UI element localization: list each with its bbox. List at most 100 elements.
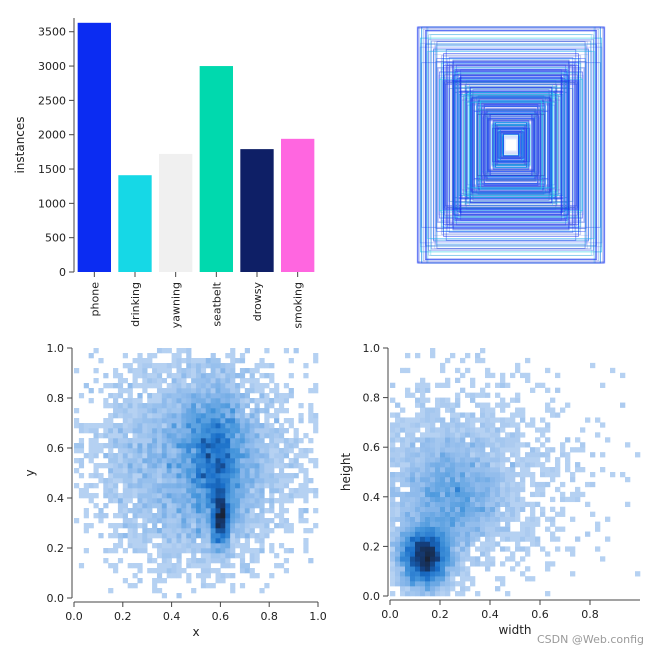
histogram-cell — [210, 403, 216, 409]
histogram-cell — [410, 452, 416, 458]
histogram-cell — [450, 531, 456, 537]
histogram-cell — [191, 458, 197, 464]
histogram-cell — [74, 458, 80, 464]
histogram-cell — [186, 523, 192, 529]
histogram-cell — [490, 491, 496, 498]
histogram-cell — [535, 541, 541, 547]
histogram-cell — [269, 433, 275, 439]
histogram-cell — [205, 428, 211, 434]
histogram-cell — [254, 558, 260, 564]
histogram-cell — [181, 393, 187, 399]
histogram-cell — [230, 438, 236, 444]
histogram-cell — [500, 516, 506, 522]
histogram-cell — [220, 408, 226, 414]
histogram-cell — [450, 536, 456, 542]
histogram-cell — [196, 408, 202, 414]
histogram-cell — [127, 583, 133, 589]
histogram-cell — [166, 418, 172, 424]
histogram-cell — [200, 583, 207, 589]
histogram-cell — [283, 428, 290, 434]
histogram-cell — [545, 427, 551, 433]
bbox-outline — [480, 100, 542, 190]
histogram-cell — [440, 402, 446, 408]
histogram-cell — [142, 493, 148, 499]
histogram-cell — [191, 373, 197, 379]
histogram-cell — [490, 501, 496, 508]
histogram-cell — [166, 478, 172, 484]
histogram-cell — [244, 533, 250, 539]
histogram-cell — [147, 353, 153, 359]
histogram-cell — [510, 531, 516, 537]
histogram-cell — [171, 513, 177, 519]
histogram-cell — [480, 427, 486, 433]
bbox-outline — [440, 62, 582, 228]
histogram-cell — [132, 428, 138, 434]
histogram-cell — [390, 551, 396, 557]
histogram-cell — [425, 387, 431, 393]
histogram-cell — [78, 493, 85, 499]
histogram-cell — [395, 566, 401, 572]
y-axis-label: height — [339, 453, 353, 492]
histogram-cell — [510, 486, 516, 493]
bbox-outline — [433, 48, 589, 242]
histogram-cell — [108, 488, 114, 494]
histogram-cell — [210, 528, 216, 534]
histogram-cell — [191, 383, 197, 389]
histogram-cell — [108, 433, 114, 439]
histogram-cell — [465, 531, 471, 537]
histogram-cell — [500, 427, 506, 433]
histogram-cell — [480, 501, 486, 508]
histogram-cell — [235, 373, 241, 379]
histogram-cell — [88, 428, 94, 434]
histogram-cell — [176, 538, 182, 544]
histogram-cell — [156, 573, 163, 579]
histogram-cell — [480, 392, 486, 398]
histogram-cell — [440, 452, 446, 458]
histogram-cell — [181, 528, 187, 534]
histogram-cell — [440, 472, 446, 478]
histogram-cell — [395, 486, 401, 493]
histogram-cell — [560, 511, 566, 517]
histogram-cell — [259, 373, 265, 379]
histogram-cell — [88, 473, 94, 479]
histogram-cell — [166, 553, 172, 559]
histogram-cell — [220, 563, 226, 569]
bbox-outline — [485, 109, 537, 181]
histogram-cell — [171, 458, 177, 464]
histogram-cell — [142, 408, 148, 414]
histogram-cell — [117, 558, 124, 564]
histogram-cell — [235, 503, 241, 509]
histogram-cell — [113, 488, 119, 494]
histogram-cell — [161, 553, 168, 559]
histogram-cell — [215, 378, 221, 384]
histogram-cell — [625, 442, 631, 448]
histogram-cell — [580, 442, 586, 448]
histogram-cell — [278, 423, 285, 429]
histogram-cell — [490, 407, 496, 413]
histogram-cell — [470, 516, 476, 522]
histogram-cell — [186, 468, 192, 474]
histogram-cell — [405, 442, 411, 448]
histogram-cell — [445, 571, 451, 577]
histogram-cell — [230, 473, 236, 479]
histogram-cell — [239, 418, 246, 424]
histogram-cell — [186, 458, 192, 464]
histogram-cell — [390, 496, 396, 503]
histogram-cell — [450, 417, 456, 423]
histogram-cell — [230, 543, 236, 549]
histogram-cell — [244, 423, 250, 429]
histogram-cell — [505, 491, 511, 498]
histogram-cell — [108, 428, 114, 434]
histogram-cell — [108, 468, 114, 474]
histogram-cell — [108, 478, 114, 484]
histogram-cell — [405, 447, 411, 453]
histogram-cell — [156, 578, 163, 584]
histogram-cell — [166, 348, 172, 354]
histogram-cell — [93, 443, 99, 449]
histogram-cell — [425, 382, 431, 388]
histogram-cell — [98, 533, 104, 539]
histogram-cell — [171, 363, 177, 369]
histogram-cell — [225, 378, 231, 384]
histogram-cell — [249, 553, 255, 559]
histogram-cell — [525, 566, 531, 572]
